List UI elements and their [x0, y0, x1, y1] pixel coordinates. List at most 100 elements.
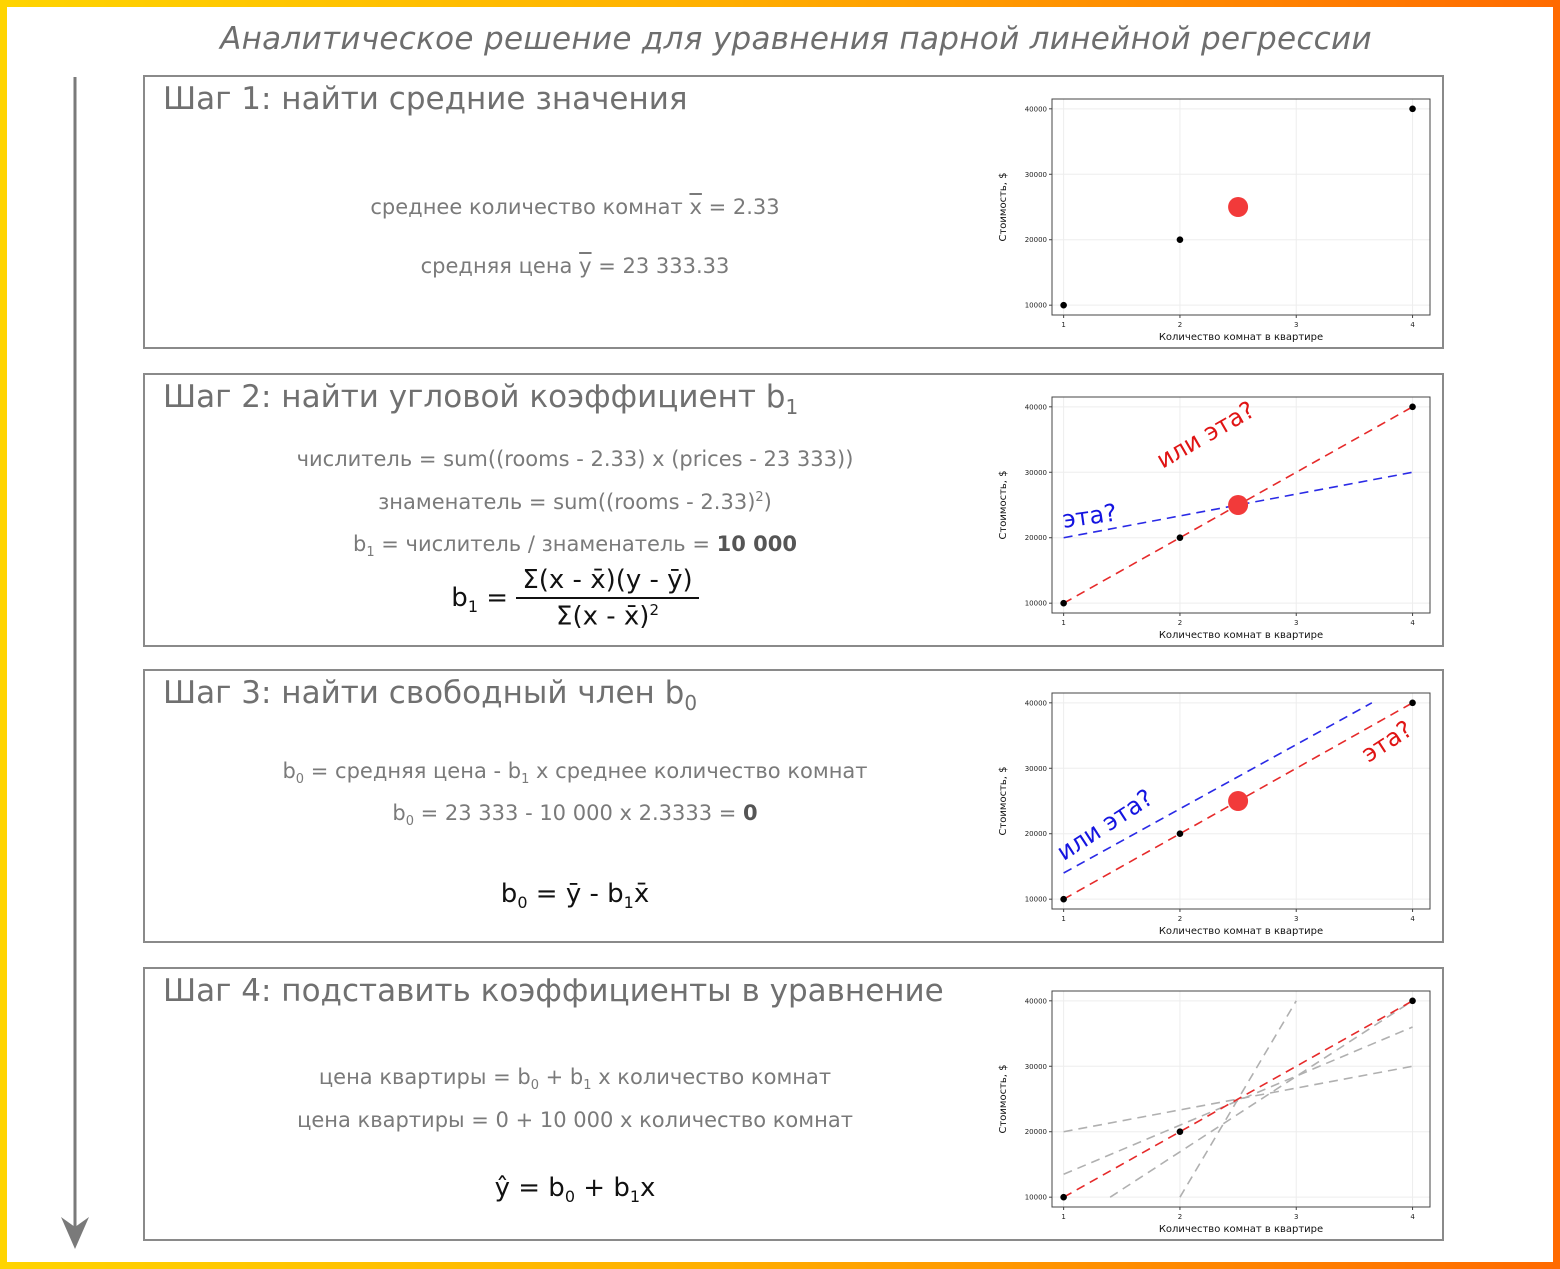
- data-point-0: [1060, 301, 1067, 309]
- formula-yhat-x: x: [640, 1173, 656, 1203]
- slope-expression: = числитель / знаменатель =: [374, 532, 717, 556]
- step-2-denominator: знаменатель = sum((rooms - 2.33)2): [145, 490, 1005, 514]
- fraction-denominator: Σ(x - x̄)2: [516, 599, 698, 632]
- plot-frame: [1051, 98, 1431, 316]
- b1-sub: 1: [521, 772, 530, 788]
- fraction-denominator-text: Σ(x - x̄): [556, 601, 650, 632]
- slope-value: 10 000: [716, 532, 798, 556]
- mean-x-label: среднее количество комнат: [370, 195, 690, 219]
- step-2-numerator: числитель = sum((rooms - 2.33) x (prices…: [296, 447, 854, 471]
- y-tick-label-3: 40000: [1025, 997, 1047, 1005]
- x-tick-label-3: 4: [1410, 915, 1415, 923]
- price-equation-mid: + b: [538, 1065, 584, 1089]
- page-title: Аналитическое решение для уравнения парн…: [220, 21, 1372, 57]
- formula-x-bar: x̄: [633, 879, 650, 909]
- dashed-line-2: [1109, 1000, 1413, 1198]
- dashed-line-1: [1063, 1026, 1413, 1176]
- y-tick-label-3: 40000: [1025, 699, 1047, 707]
- data-point-1: [1176, 830, 1184, 838]
- fraction-numerator: Σ(x - x̄)(y - ȳ): [516, 565, 699, 599]
- data-point-2: [1409, 699, 1416, 707]
- intercept-expression-end: x среднее количество комнат: [529, 759, 868, 783]
- step-4-regression-formula: ŷ = b0 + b1x: [145, 1173, 1005, 1206]
- step-1-title: Шаг 1: найти средние значения: [163, 81, 688, 117]
- step-2-chart: 1 2 3 4 10000 20000 30000 40000 Количество комна…: [998, 396, 1431, 641]
- x-tick-label-0: 1: [1061, 915, 1065, 923]
- x-bar-symbol: x: [689, 195, 702, 219]
- denominator-text: знаменатель = sum((rooms - 2.33): [378, 490, 756, 514]
- step-4-chart: 1 2 3 4 10000 20000 30000 40000 Количество комна…: [998, 990, 1431, 1235]
- step-2-title: Шаг 2: найти угловой коэффициент b1: [163, 379, 798, 419]
- x-tick-label-3: 4: [1410, 1213, 1415, 1221]
- data-point-2: [1409, 403, 1416, 411]
- step-1-mean-x: среднее количество комнат x = 2.33: [145, 195, 1005, 219]
- data-point-2: [1409, 997, 1416, 1005]
- slope-fraction: Σ(x - x̄)(y - ȳ) Σ(x - x̄)2: [516, 565, 699, 632]
- plot-frame: [1051, 692, 1431, 910]
- step-4-title: Шаг 4: подставить коэффициенты в уравнен…: [163, 973, 944, 1009]
- step-3-intercept-result: b0 = 23 333 - 10 000 x 2.3333 = 0: [145, 801, 1005, 829]
- dashed-line-3: [1179, 1000, 1297, 1198]
- y-axis-label: Стоимость, $: [998, 470, 1009, 539]
- y-tick-label-2: 30000: [1025, 765, 1047, 773]
- y-tick-label-3: 40000: [1025, 403, 1047, 411]
- x-tick-label-0: 1: [1061, 1213, 1065, 1221]
- formula-yhat-b0-sub: 0: [564, 1187, 575, 1207]
- y-tick-label-3: 40000: [1025, 105, 1047, 113]
- b0-symbol-2: b: [392, 801, 406, 825]
- x-tick-label-1: 2: [1178, 321, 1182, 329]
- y-tick-label-0: 10000: [1025, 302, 1047, 310]
- mean-point: [1228, 197, 1249, 217]
- formula-b: b: [451, 582, 468, 613]
- step-2-title-sub: 1: [785, 395, 799, 420]
- data-point-1: [1176, 236, 1184, 244]
- intercept-expression: = средняя цена - b: [304, 759, 522, 783]
- step-1-mean-y: средняя цена y = 23 333.33: [145, 254, 1005, 278]
- y-axis-label: Стоимость, $: [998, 766, 1009, 835]
- annotation-label-0: или эта?: [1052, 784, 1158, 867]
- formula-yhat-b1-sub: 1: [629, 1187, 641, 1207]
- step-4-equation-substituted: цена квартиры = 0 + 10 000 x количество …: [297, 1108, 853, 1132]
- step-3-title: Шаг 3: найти свободный член b0: [163, 675, 697, 715]
- step-1-panel: Шаг 1: найти средние значения среднее ко…: [143, 75, 1444, 349]
- denominator-sup: 2: [755, 490, 764, 505]
- x-tick-label-2: 3: [1294, 619, 1298, 627]
- x-tick-label-0: 1: [1061, 619, 1065, 627]
- step-3-intercept-definition: b0 = средняя цена - b1 x среднее количес…: [145, 759, 1005, 787]
- data-point-2: [1409, 105, 1416, 113]
- step-2-slope-result: b1 = числитель / знаменатель = 10 000: [145, 532, 1005, 560]
- price-b1-sub: 1: [583, 1078, 592, 1094]
- y-axis-label: Стоимость, $: [998, 172, 1009, 241]
- x-tick-label-3: 4: [1410, 619, 1415, 627]
- flow-arrow: [61, 77, 89, 1249]
- formula-yhat: ŷ = b: [494, 1173, 565, 1203]
- x-tick-label-1: 2: [1178, 915, 1182, 923]
- price-b0-sub: 0: [530, 1078, 539, 1094]
- b-sub: 1: [366, 545, 375, 561]
- plot-frame: [1051, 396, 1431, 614]
- data-point-1: [1176, 534, 1184, 542]
- annotation-label-1: эта?: [1356, 715, 1417, 768]
- y-tick-label-1: 20000: [1025, 534, 1047, 542]
- step-1-chart: 1 2 3 4 10000 20000 30000 40000 Количество комна…: [998, 98, 1431, 343]
- formula-yhat-mid: + b: [575, 1173, 630, 1203]
- mean-y-value: = 23 333.33: [591, 254, 730, 278]
- step-3-title-text: Шаг 3: найти свободный член b: [163, 675, 685, 711]
- mean-point: [1228, 495, 1249, 515]
- y-axis-label: Стоимость, $: [998, 1064, 1009, 1133]
- step-3-title-sub: 0: [684, 691, 698, 716]
- step-2-panel: Шаг 2: найти угловой коэффициент b1 числ…: [143, 373, 1444, 647]
- step-3-intercept-formula: b0 = ȳ - b1x̄: [145, 879, 1005, 912]
- step-2-slope-formula: b1 = Σ(x - x̄)(y - ȳ) Σ(x - x̄)2: [145, 565, 1005, 632]
- b0-sub-2: 0: [405, 814, 414, 830]
- x-tick-label-2: 3: [1294, 1213, 1298, 1221]
- intercept-calc: = 23 333 - 10 000 x 2.3333 =: [413, 801, 744, 825]
- plot-frame: [1051, 990, 1431, 1208]
- b0-symbol: b: [282, 759, 296, 783]
- flow-arrow-head: [61, 1217, 89, 1249]
- y-bar-symbol: y: [579, 254, 592, 278]
- x-axis-label: Количество комнат в квартире: [1159, 926, 1323, 937]
- annotation-label-1: или эта?: [1151, 396, 1259, 475]
- step-2-title-text: Шаг 2: найти угловой коэффициент b: [163, 379, 786, 415]
